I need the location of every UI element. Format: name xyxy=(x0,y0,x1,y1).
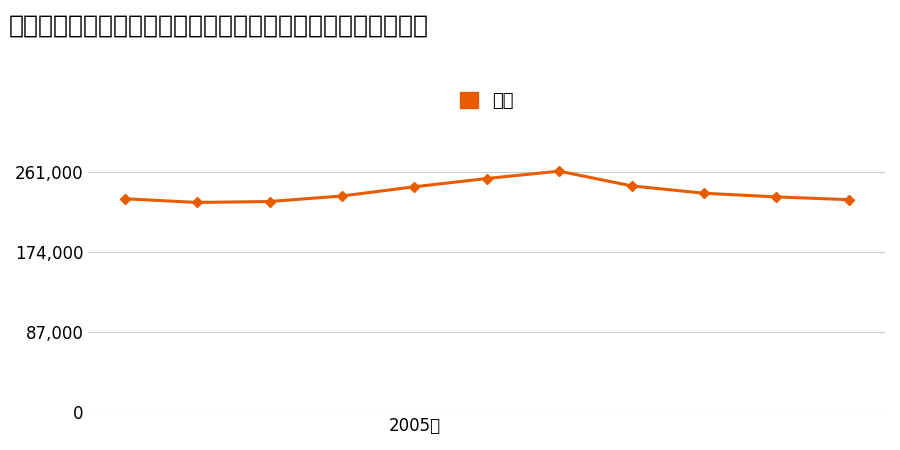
Legend: 価格: 価格 xyxy=(453,85,521,117)
Text: 埼玉県さいたま市大宮区大成町１丁目２８２番２外の地価推移: 埼玉県さいたま市大宮区大成町１丁目２８２番２外の地価推移 xyxy=(9,14,429,37)
